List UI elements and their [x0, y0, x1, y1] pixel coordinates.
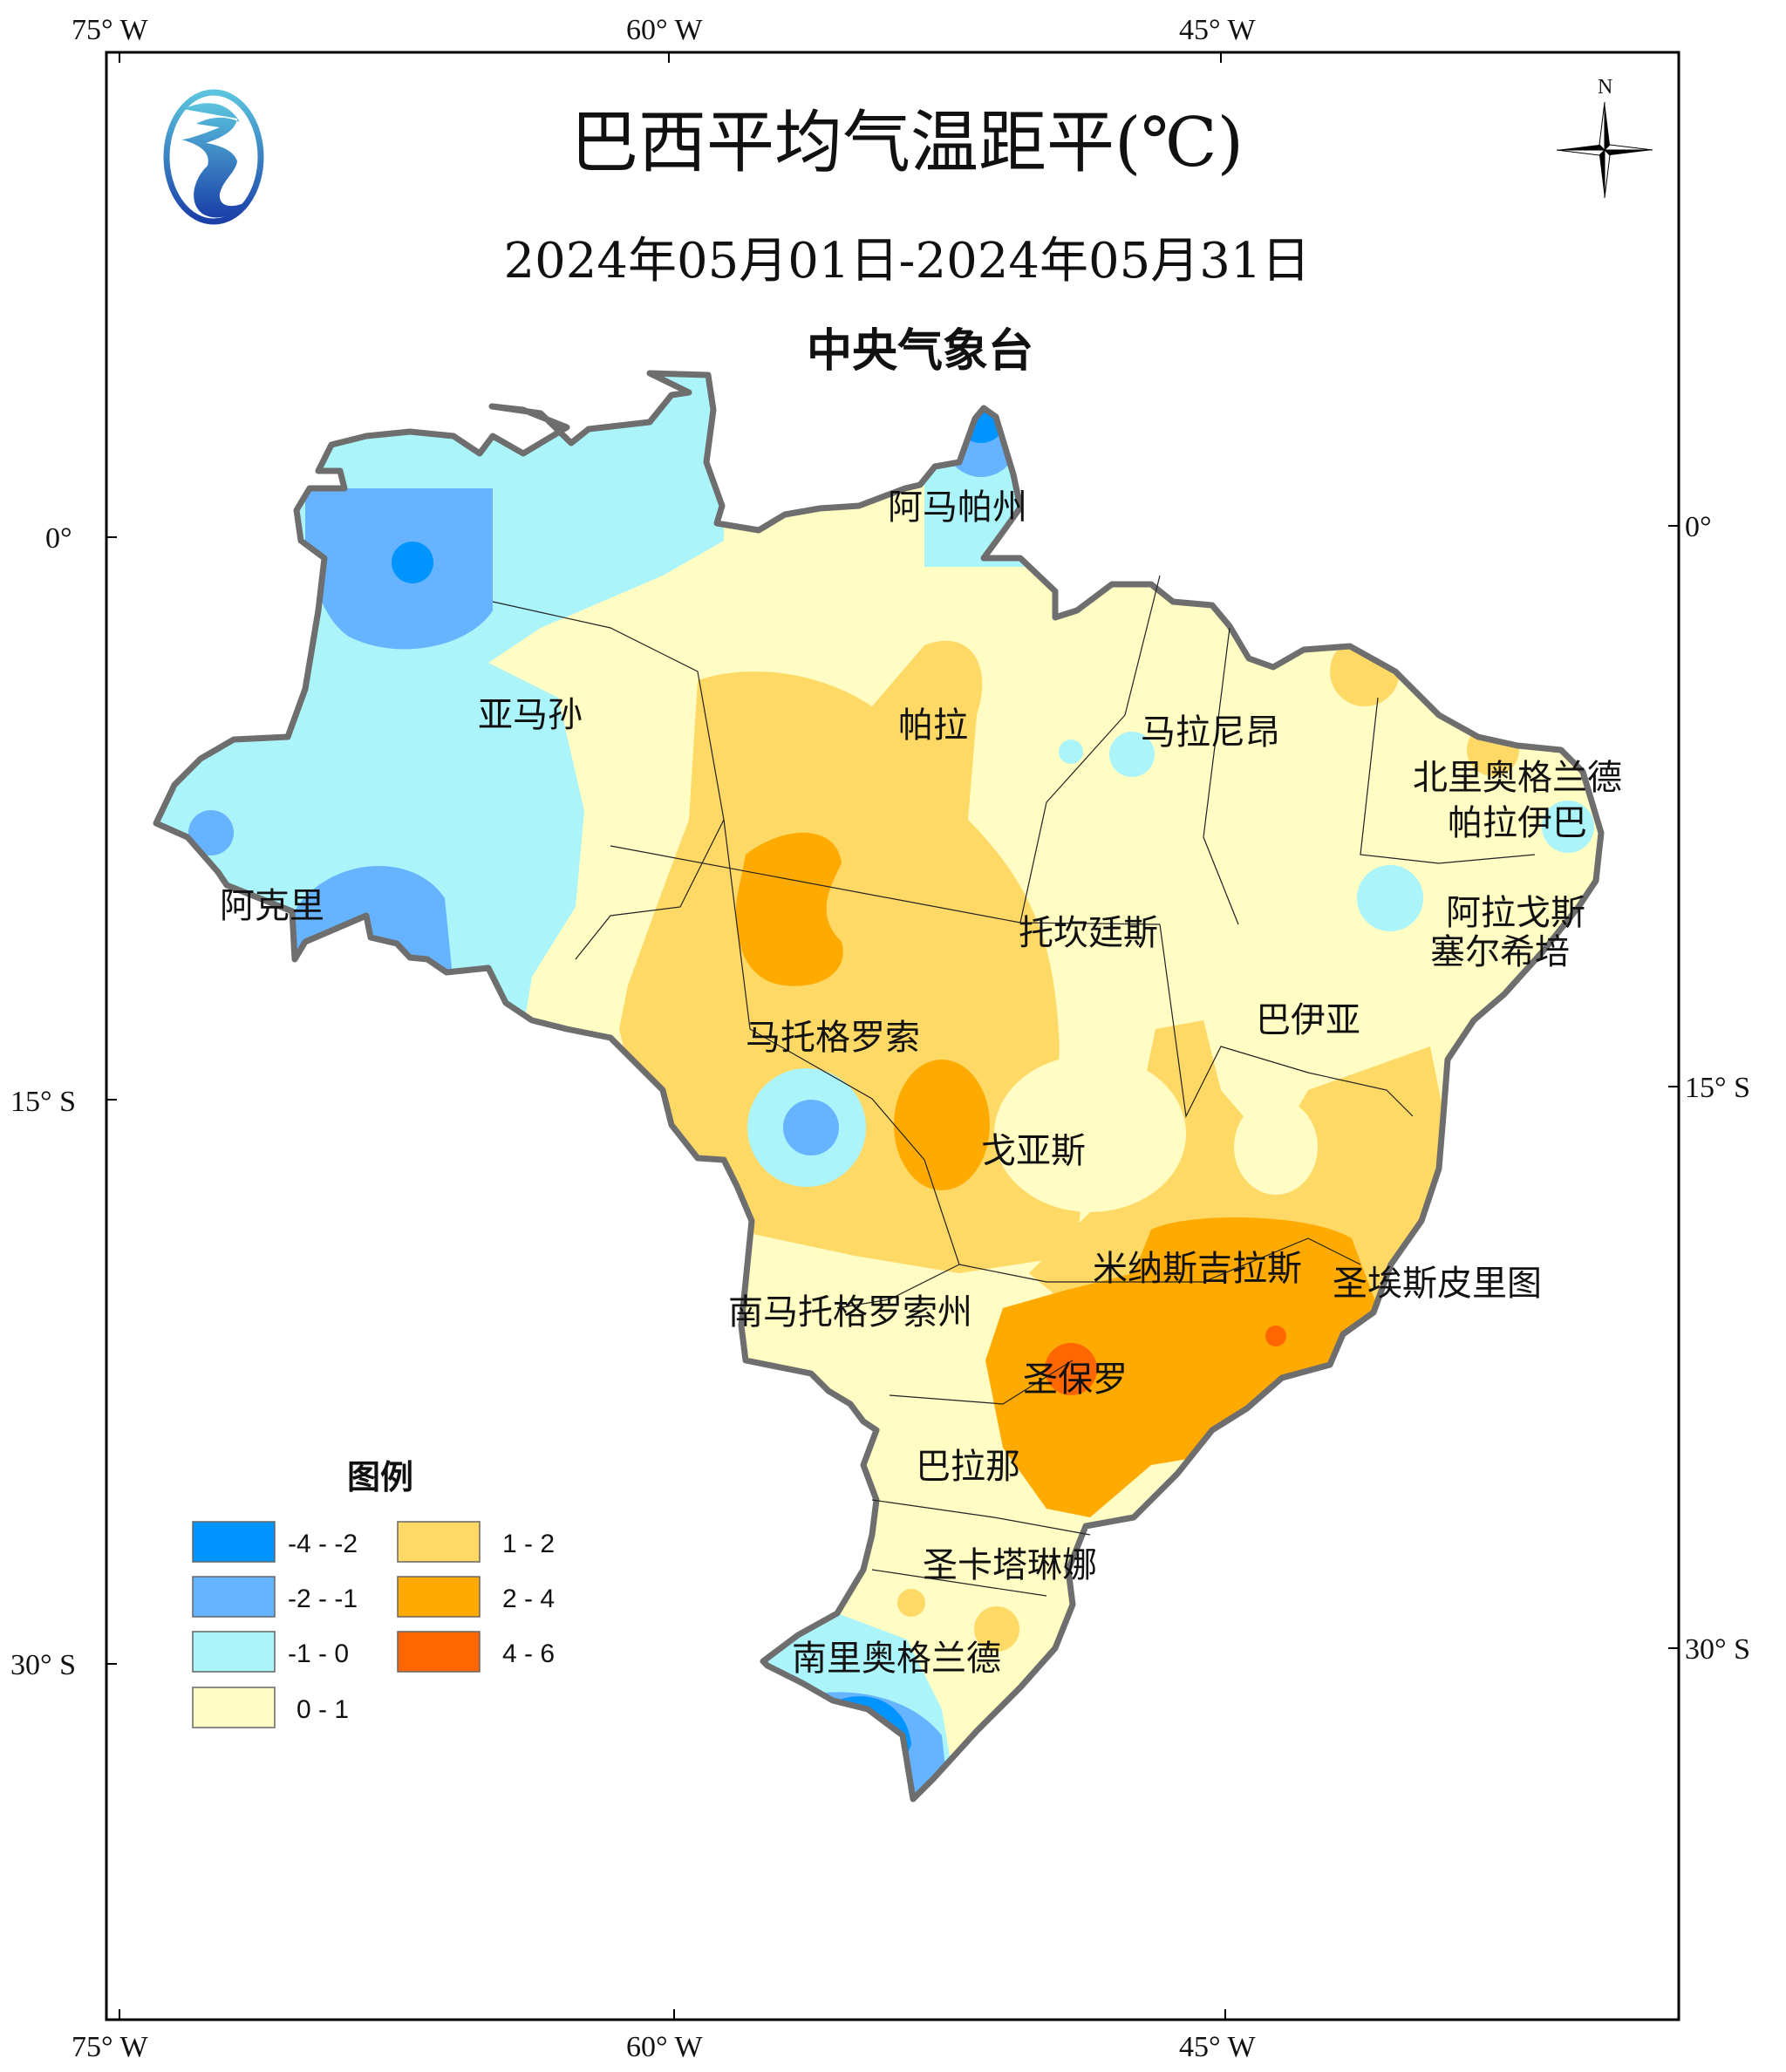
state-label-parana: 巴拉那: [916, 1447, 1020, 1487]
legend-label: 4 - 6: [502, 1639, 555, 1668]
state-label-amazonas: 亚马孙: [478, 695, 583, 735]
state-label-acre: 阿克里: [220, 886, 324, 926]
state-label-espirito-santo: 圣埃斯皮里图: [1333, 1264, 1542, 1304]
state-label-sergipe: 塞尔希培: [1430, 932, 1570, 972]
legend-item: -1 - 0: [192, 1631, 349, 1673]
north-arrow-icon: N: [1556, 76, 1653, 199]
state-label-bahia: 巴伊亚: [1256, 1000, 1360, 1040]
state-label-paraiba: 帕拉伊巴: [1448, 803, 1587, 843]
state-label-minas-gerais: 米纳斯吉拉斯: [1093, 1249, 1302, 1289]
legend-item: 2 - 4: [397, 1576, 555, 1618]
right-axis-label: 15° S: [1685, 1072, 1750, 1104]
compass-north-label: N: [1598, 76, 1612, 99]
state-label-rio-grande-do-norte: 北里奥格兰德: [1413, 758, 1622, 798]
left-axis-label: 30° S: [10, 1649, 76, 1681]
state-label-santa-catarina: 圣卡塔琳娜: [923, 1545, 1097, 1585]
state-label-alagoas: 阿拉戈斯: [1446, 893, 1585, 933]
cma-logo-icon: [163, 89, 264, 225]
legend-label: 0 - 1: [297, 1695, 349, 1724]
legend-item: -2 - -1: [192, 1576, 358, 1618]
right-axis-label: 30° S: [1685, 1633, 1750, 1666]
map-title: 巴西平均气温距平(℃): [570, 104, 1244, 182]
organization-name: 中央气象台: [807, 325, 1033, 378]
date-range: 2024年05月01日-2024年05月31日: [504, 233, 1311, 290]
legend-item: 4 - 6: [397, 1631, 555, 1673]
legend-item: 0 - 1: [192, 1687, 349, 1728]
left-axis-label: 15° S: [10, 1086, 76, 1118]
legend-label: 2 - 4: [502, 1585, 555, 1613]
state-label-amapa: 阿马帕州: [888, 487, 1027, 528]
state-label-mato-grosso: 马托格罗索: [746, 1018, 920, 1058]
legend-label: -4 - -2: [288, 1530, 358, 1558]
bottom-axis-label: 45° W: [1179, 2031, 1256, 2063]
state-borders: [492, 575, 1536, 1597]
legend-label: 1 - 2: [502, 1530, 555, 1558]
state-label-rio-grande-do-sul: 南里奥格兰德: [792, 1639, 1001, 1679]
legend-label: -1 - 0: [288, 1639, 349, 1668]
axis-ticks: [106, 52, 1679, 2020]
legend-item: -4 - -2: [192, 1521, 358, 1563]
state-label-maranhao: 马拉尼昂: [1141, 712, 1280, 753]
axis-labels: 75° W 60° W 45° W 75° W 60° W 45° W 0° 1…: [10, 14, 1750, 2063]
left-axis-label: 0°: [45, 522, 72, 555]
state-label-tocantins: 托坎廷斯: [1019, 913, 1158, 953]
state-label-goias: 戈亚斯: [981, 1131, 1086, 1171]
legend-title: 图例: [347, 1458, 413, 1496]
top-axis-label: 45° W: [1179, 14, 1256, 46]
state-label-para: 帕拉: [898, 705, 968, 746]
map-frame: [105, 51, 1680, 2021]
bottom-axis-label: 75° W: [72, 2031, 148, 2063]
top-axis-label: 75° W: [72, 14, 148, 46]
right-axis-label: 0°: [1685, 511, 1712, 543]
legend: 图例 -4 - -2 -2 - -1 -1 - 0 0 - 1 1 - 2 2 …: [192, 1458, 555, 1728]
legend-item: 1 - 2: [397, 1521, 555, 1563]
state-labels: 阿马帕州 亚马孙 帕拉 马拉尼昂 北里奥格兰德 帕拉伊巴 阿克里 托坎廷斯 阿拉…: [220, 487, 1622, 1679]
state-label-mato-grosso-do-sul: 南马托格罗索州: [728, 1292, 972, 1332]
bottom-axis-label: 60° W: [626, 2031, 703, 2063]
state-label-sao-paulo: 圣保罗: [1023, 1360, 1128, 1400]
legend-label: -2 - -1: [288, 1585, 358, 1613]
top-axis-label: 60° W: [626, 14, 703, 46]
